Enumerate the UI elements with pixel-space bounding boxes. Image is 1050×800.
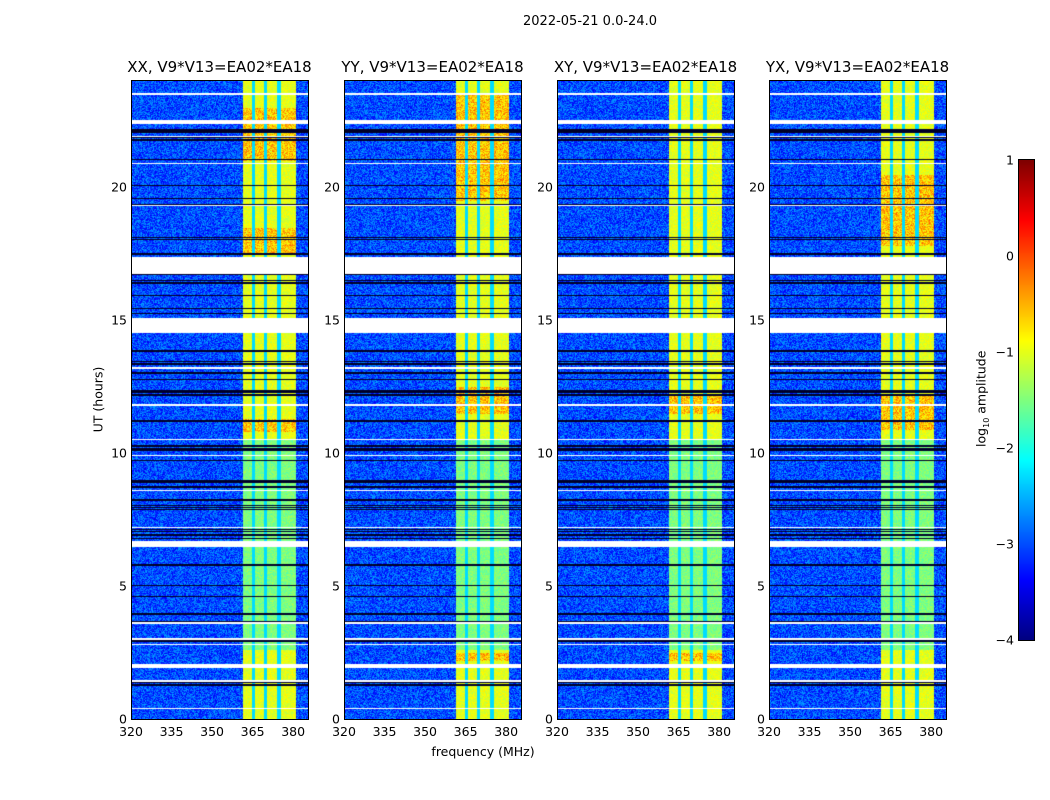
y-tick-label: 15 — [324, 312, 340, 328]
y-tick-label: 15 — [537, 312, 553, 328]
heatmap-panel-yy — [344, 80, 522, 720]
heatmap-panel-yx — [769, 80, 947, 720]
x-tick-label: 335 — [372, 724, 397, 739]
x-tick-label: 320 — [757, 724, 781, 739]
colorbar-label-sub: 10 — [981, 417, 991, 428]
x-tick-label: 365 — [240, 724, 265, 739]
x-tick-label: 335 — [797, 724, 822, 739]
y-tick-label: 20 — [749, 179, 765, 194]
x-tick-label: 335 — [585, 724, 610, 739]
heatmap-image — [345, 81, 521, 719]
colorbar-tick-label: −2 — [995, 440, 1014, 456]
x-tick-label: 380 — [919, 724, 944, 739]
x-tick-label: 350 — [413, 724, 437, 739]
y-tick-label: 20 — [537, 179, 553, 194]
colorbar-gradient — [1019, 160, 1034, 640]
x-tick-label: 365 — [666, 724, 691, 739]
y-tick-label: 0 — [757, 711, 765, 727]
x-axis-label: frequency (MHz) — [431, 744, 535, 759]
x-tick-label: 380 — [281, 724, 306, 739]
heatmap-image — [770, 81, 946, 719]
y-tick-label: 10 — [111, 445, 127, 461]
heatmap-image — [132, 81, 308, 719]
y-tick-label: 5 — [545, 578, 553, 594]
colorbar-label-rest: amplitude — [973, 350, 989, 418]
x-tick-label: 320 — [545, 724, 569, 739]
x-tick-label: 350 — [200, 724, 224, 739]
y-tick-label: 5 — [332, 578, 340, 594]
x-tick-label: 365 — [453, 724, 478, 739]
y-tick-label: 20 — [111, 179, 127, 194]
x-tick-label: 350 — [838, 724, 862, 739]
y-tick-label: 10 — [537, 445, 553, 461]
heatmap-panel-xx — [131, 80, 309, 720]
x-tick-label: 350 — [626, 724, 650, 739]
heatmap-image — [558, 81, 734, 719]
colorbar-label: log10 amplitude — [973, 347, 991, 451]
y-tick-label: 10 — [324, 445, 340, 461]
colorbar-tick-label: −3 — [995, 536, 1014, 552]
y-tick-label: 0 — [332, 711, 340, 727]
y-tick-label: 5 — [119, 578, 127, 594]
x-tick-label: 380 — [494, 724, 519, 739]
x-tick-label: 320 — [332, 724, 356, 739]
y-tick-label: 10 — [749, 445, 765, 461]
colorbar-tick-label: −4 — [995, 632, 1014, 648]
y-tick-label: 0 — [545, 711, 553, 727]
colorbar-tick-label: 1 — [1006, 152, 1014, 168]
colorbar-tick-label: 0 — [1006, 248, 1014, 264]
y-tick-label: 5 — [757, 578, 765, 594]
x-tick-label: 365 — [878, 724, 903, 739]
y-tick-label: 15 — [749, 312, 765, 328]
y-tick-label: 15 — [111, 312, 127, 328]
suptitle: 2022-05-21 0.0-24.0 — [523, 14, 657, 29]
panel-title: XY, V9*V13=EA02*EA18 — [553, 58, 738, 76]
y-axis-label: UT (hours) — [90, 366, 106, 433]
y-tick-label: 0 — [119, 711, 127, 727]
panel-title: XX, V9*V13=EA02*EA18 — [127, 58, 312, 76]
x-tick-label: 320 — [119, 724, 143, 739]
panel-title: YY, V9*V13=EA02*EA18 — [341, 58, 524, 76]
panel-title: YX, V9*V13=EA02*EA18 — [765, 58, 950, 76]
x-tick-label: 335 — [159, 724, 184, 739]
y-tick-label: 20 — [324, 179, 340, 194]
colorbar-tick-label: −1 — [995, 344, 1014, 360]
colorbar — [1018, 159, 1035, 641]
x-tick-label: 380 — [707, 724, 732, 739]
heatmap-panel-xy — [557, 80, 735, 720]
colorbar-label-main: log — [973, 427, 989, 447]
